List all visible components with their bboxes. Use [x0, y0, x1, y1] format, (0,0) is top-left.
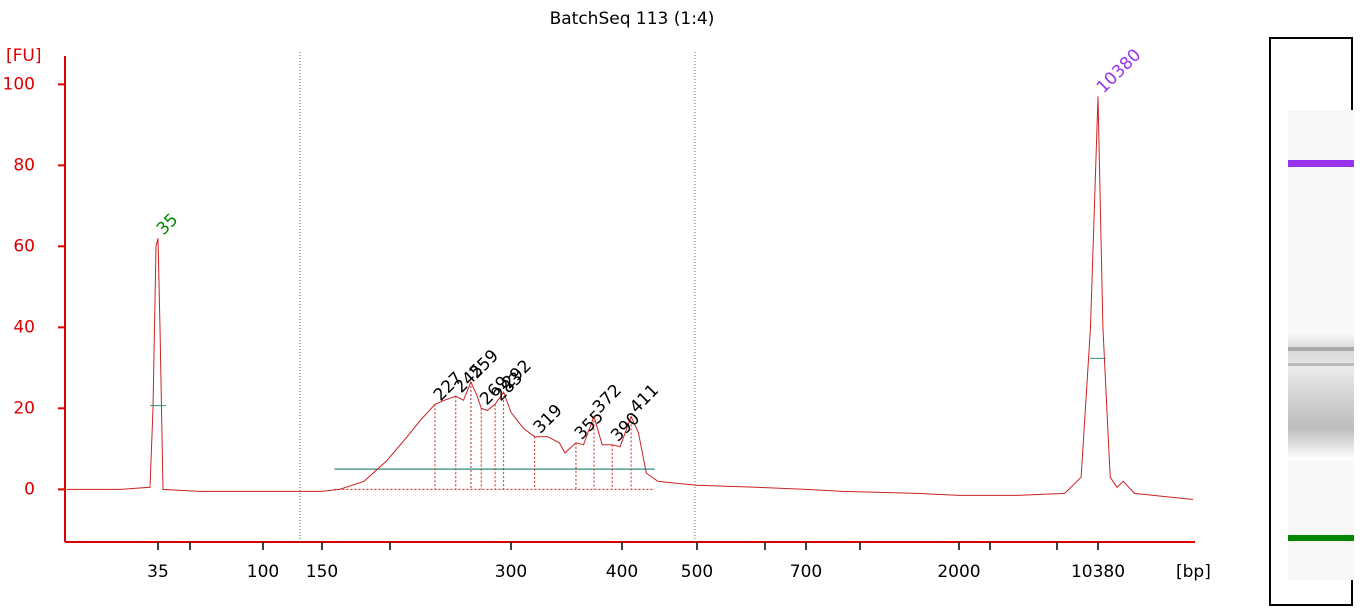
chart-title: BatchSeq 113 (1:4) — [550, 9, 715, 29]
gel-band — [1288, 347, 1354, 351]
x-tick-label: 400 — [606, 562, 638, 582]
x-tick-label: 500 — [681, 562, 713, 582]
gel-lane — [1269, 37, 1354, 606]
x-tick-label: 300 — [495, 562, 527, 582]
x-tick-label: 10380 — [1071, 562, 1125, 582]
y-tick-label: 40 — [13, 317, 35, 337]
x-axis-label: [bp] — [1176, 562, 1211, 582]
trace — [66, 96, 1194, 500]
x-tick-label: 35 — [147, 562, 169, 582]
y-tick-label: 20 — [13, 398, 35, 418]
y-tick-label: 80 — [13, 155, 35, 175]
y-axis-label: [FU] — [6, 46, 42, 66]
peak-label: 35 — [153, 210, 182, 239]
y-tick-label: 100 — [3, 74, 35, 94]
y-tick-label: 60 — [13, 236, 35, 256]
gel-smear — [1288, 330, 1354, 460]
gel-band-lower — [1288, 535, 1354, 541]
gel-band-upper — [1288, 160, 1354, 167]
x-tick-label: 700 — [790, 562, 822, 582]
x-tick-label: 100 — [247, 562, 279, 582]
peak-label: 10380 — [1093, 45, 1145, 97]
y-tick-label: 0 — [24, 479, 35, 499]
x-tick-label: 2000 — [937, 562, 980, 582]
x-tick-label: 150 — [306, 562, 338, 582]
peak-label: 319 — [530, 401, 567, 438]
gel-band — [1288, 363, 1354, 366]
